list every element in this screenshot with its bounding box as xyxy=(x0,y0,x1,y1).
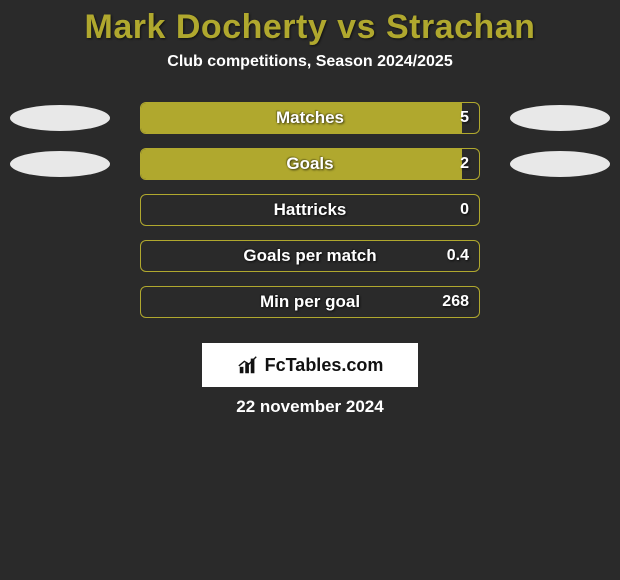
brand-text: FcTables.com xyxy=(265,355,384,376)
bar-chart-icon xyxy=(237,354,259,376)
page-title: Mark Docherty vs Strachan xyxy=(0,8,620,47)
stat-row: Matches5 xyxy=(0,95,620,141)
date-text: 22 november 2024 xyxy=(0,397,620,417)
player-marker-right xyxy=(510,105,610,131)
player-marker-left xyxy=(10,105,110,131)
stat-row: Min per goal268 xyxy=(0,279,620,325)
stat-value: 0 xyxy=(460,201,469,219)
stat-bar: Goals2 xyxy=(140,148,480,180)
stat-bar: Hattricks0 xyxy=(140,194,480,226)
stat-label: Goals xyxy=(141,154,479,174)
stat-label: Hattricks xyxy=(141,200,479,220)
stat-value: 268 xyxy=(442,293,469,311)
page-subtitle: Club competitions, Season 2024/2025 xyxy=(0,53,620,71)
stat-rows: Matches5Goals2Hattricks0Goals per match0… xyxy=(0,95,620,325)
player-marker-right xyxy=(510,151,610,177)
stat-value: 0.4 xyxy=(447,247,469,265)
stat-bar: Goals per match0.4 xyxy=(140,240,480,272)
stat-label: Matches xyxy=(141,108,479,128)
stat-value: 2 xyxy=(460,155,469,173)
stat-bar: Min per goal268 xyxy=(140,286,480,318)
stat-label: Min per goal xyxy=(141,292,479,312)
stat-row: Hattricks0 xyxy=(0,187,620,233)
player-marker-left xyxy=(10,151,110,177)
brand-box[interactable]: FcTables.com xyxy=(202,343,418,387)
stat-row: Goals2 xyxy=(0,141,620,187)
stats-card: Mark Docherty vs Strachan Club competiti… xyxy=(0,0,620,417)
stat-label: Goals per match xyxy=(141,246,479,266)
stat-value: 5 xyxy=(460,109,469,127)
stat-bar: Matches5 xyxy=(140,102,480,134)
stat-row: Goals per match0.4 xyxy=(0,233,620,279)
